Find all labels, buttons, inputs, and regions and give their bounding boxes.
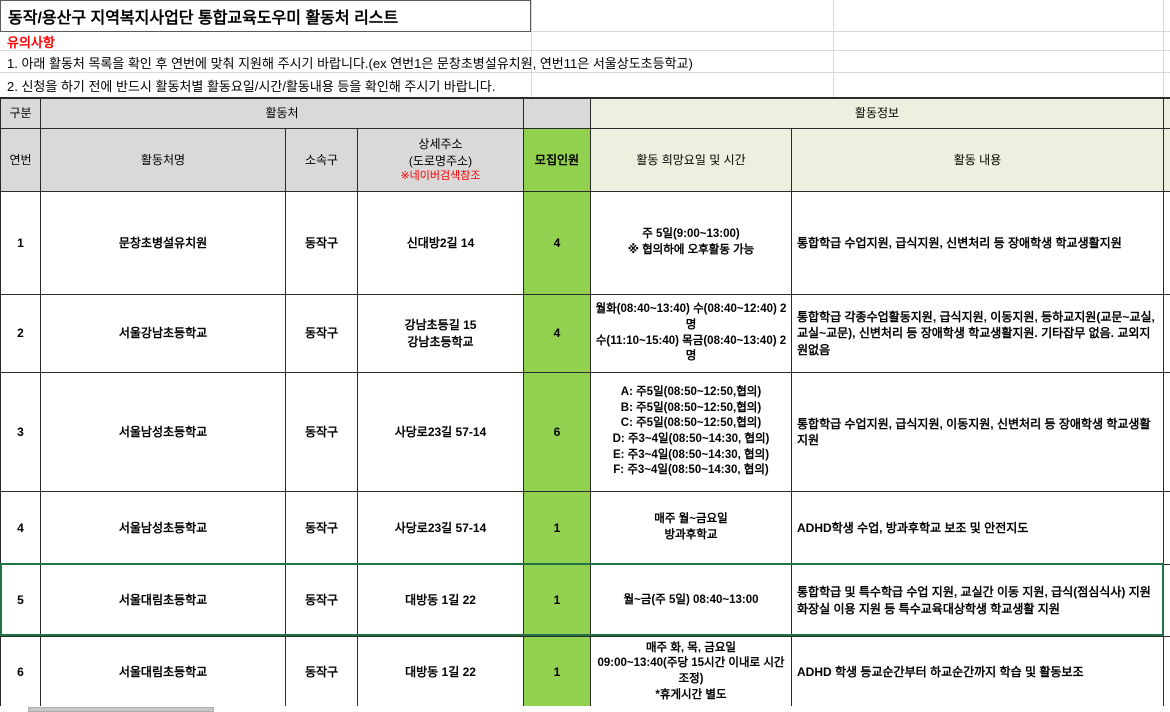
cell-name[interactable]: 서울대림초등학교 bbox=[41, 637, 286, 708]
cell-capacity[interactable]: 6 bbox=[524, 373, 591, 492]
cell-schedule[interactable]: 주 5일(9:00~13:00) ※ 협의하에 오후활동 가능 bbox=[591, 192, 792, 295]
cell-address[interactable]: 대방동 1길 22 bbox=[358, 565, 524, 637]
header-sliver bbox=[1164, 129, 1170, 192]
header-address-note: ※네이버검색참조 bbox=[400, 169, 481, 182]
cell-sliver bbox=[1164, 295, 1170, 373]
cell-capacity[interactable]: 1 bbox=[524, 637, 591, 708]
cell-schedule[interactable]: A: 주5일(08:50~12:50,협의) B: 주5일(08:50~12:5… bbox=[591, 373, 792, 492]
header-capacity[interactable]: 모집인원 bbox=[524, 129, 591, 192]
note-1-text: 1. 아래 활동처 목록을 확인 후 연번에 맞춰 지원해 주시기 바랍니다.(… bbox=[7, 55, 693, 71]
notes-region: 동작/용산구 지역복지사업단 통합교육도우미 활동처 리스트 유의사항 1. 아… bbox=[0, 0, 1170, 97]
note-1[interactable]: 1. 아래 활동처 목록을 확인 후 연번에 맞춰 지원해 주시기 바랍니다.(… bbox=[0, 51, 1170, 73]
cell-address[interactable]: 사당로23길 57-14 bbox=[358, 373, 524, 492]
cell-capacity[interactable]: 1 bbox=[524, 565, 591, 637]
header-info-group[interactable]: 활동정보 bbox=[591, 99, 1164, 129]
cell-capacity[interactable]: 4 bbox=[524, 192, 591, 295]
cell-schedule[interactable]: 월화(08:40~13:40) 수(08:40~12:40) 2명 수(11:1… bbox=[591, 295, 792, 373]
header-capacity-spacer[interactable] bbox=[524, 99, 591, 129]
note-2[interactable]: 2. 신청을 하기 전에 반드시 활동처별 활동요일/시간/활동내용 등을 확인… bbox=[0, 73, 1170, 97]
gridline-vertical bbox=[1163, 0, 1164, 97]
cell-name[interactable]: 서울남성초등학교 bbox=[41, 373, 286, 492]
cell-schedule[interactable]: 매주 월~금요일 방과후학교 bbox=[591, 492, 792, 565]
cell-content[interactable]: 통합학급 수업지원, 급식지원, 이동지원, 신변처리 등 장애학생 학교생활지… bbox=[792, 373, 1164, 492]
cell-capacity[interactable]: 4 bbox=[524, 295, 591, 373]
cell-content[interactable]: ADHD학생 수업, 방과후학교 보조 및 안전지도 bbox=[792, 492, 1164, 565]
cell-sliver bbox=[1164, 492, 1170, 565]
gridline-horizontal bbox=[0, 31, 1170, 32]
cell-name[interactable]: 서울남성초등학교 bbox=[41, 492, 286, 565]
cell-district[interactable]: 동작구 bbox=[286, 565, 358, 637]
header-category[interactable]: 구분 bbox=[1, 99, 41, 129]
header-schedule[interactable]: 활동 희망요일 및 시간 bbox=[591, 129, 792, 192]
header-name[interactable]: 활동처명 bbox=[41, 129, 286, 192]
page-title[interactable]: 동작/용산구 지역복지사업단 통합교육도우미 활동처 리스트 bbox=[0, 0, 531, 32]
cell-content[interactable]: ADHD 학생 등교순간부터 하교순간까지 학습 및 활동보조 bbox=[792, 637, 1164, 708]
cell-no[interactable]: 4 bbox=[1, 492, 41, 565]
cell-district[interactable]: 동작구 bbox=[286, 192, 358, 295]
cell-name[interactable]: 문창초병설유치원 bbox=[41, 192, 286, 295]
gridline-horizontal bbox=[0, 50, 1170, 51]
cell-schedule[interactable]: 월~금(주 5일) 08:40~13:00 bbox=[591, 565, 792, 637]
cell-sliver bbox=[1164, 637, 1170, 708]
partial-row-remnant bbox=[28, 707, 214, 712]
header-district[interactable]: 소속구 bbox=[286, 129, 358, 192]
cell-content[interactable]: 통합학급 각종수업활동지원, 급식지원, 이동지원, 등하교지원(교문~교실, … bbox=[792, 295, 1164, 373]
cell-no[interactable]: 3 bbox=[1, 373, 41, 492]
note-2-text: 2. 신청을 하기 전에 반드시 활동처별 활동요일/시간/활동내용 등을 확인… bbox=[7, 78, 496, 94]
cell-name[interactable]: 서울강남초등학교 bbox=[41, 295, 286, 373]
cell-district[interactable]: 동작구 bbox=[286, 492, 358, 565]
cell-content[interactable]: 통합학급 수업지원, 급식지원, 신변처리 등 장애학생 학교생활지원 bbox=[792, 192, 1164, 295]
cell-no[interactable]: 1 bbox=[1, 192, 41, 295]
cell-no[interactable]: 5 bbox=[1, 565, 41, 637]
notice-title-text: 유의사항 bbox=[7, 35, 55, 50]
bottom-strip bbox=[0, 706, 1170, 712]
header-content[interactable]: 활동 내용 bbox=[792, 129, 1164, 192]
cell-address[interactable]: 대방동 1길 22 bbox=[358, 637, 524, 708]
gridline-horizontal bbox=[0, 72, 1170, 73]
cell-no[interactable]: 2 bbox=[1, 295, 41, 373]
cell-sliver bbox=[1164, 373, 1170, 492]
cell-address[interactable]: 신대방2길 14 bbox=[358, 192, 524, 295]
cell-sliver bbox=[1164, 565, 1170, 637]
activity-table: 구분 활동처 활동정보 연번 활동처명 소속구 상세주소 (도로명주소) ※네이… bbox=[0, 97, 1170, 708]
cell-sliver bbox=[1164, 192, 1170, 295]
gridline-vertical bbox=[531, 0, 532, 97]
cell-schedule[interactable]: 매주 화, 목, 금요일 09:00~13:40(주당 15시간 이내로 시간 … bbox=[591, 637, 792, 708]
header-address-text: 상세주소 (도로명주소) bbox=[408, 137, 473, 168]
cell-capacity[interactable]: 1 bbox=[524, 492, 591, 565]
cell-district[interactable]: 동작구 bbox=[286, 637, 358, 708]
page-title-text: 동작/용산구 지역복지사업단 통합교육도우미 활동처 리스트 bbox=[8, 10, 399, 27]
header-no[interactable]: 연번 bbox=[1, 129, 41, 192]
gridline-vertical bbox=[833, 0, 834, 97]
header-site-group[interactable]: 활동처 bbox=[41, 99, 524, 129]
cell-no[interactable]: 6 bbox=[1, 637, 41, 708]
cell-content[interactable]: 통합학급 및 특수학급 수업 지원, 교실간 이동 지원, 급식(점심식사) 지… bbox=[792, 565, 1164, 637]
notice-title[interactable]: 유의사항 bbox=[0, 32, 1170, 51]
cell-district[interactable]: 동작구 bbox=[286, 295, 358, 373]
cell-address[interactable]: 강남초등길 15 강남초등학교 bbox=[358, 295, 524, 373]
cell-address[interactable]: 사당로23길 57-14 bbox=[358, 492, 524, 565]
header-sliver bbox=[1164, 99, 1170, 129]
header-address[interactable]: 상세주소 (도로명주소) ※네이버검색참조 bbox=[358, 129, 524, 192]
cell-name[interactable]: 서울대림초등학교 bbox=[41, 565, 286, 637]
cell-district[interactable]: 동작구 bbox=[286, 373, 358, 492]
